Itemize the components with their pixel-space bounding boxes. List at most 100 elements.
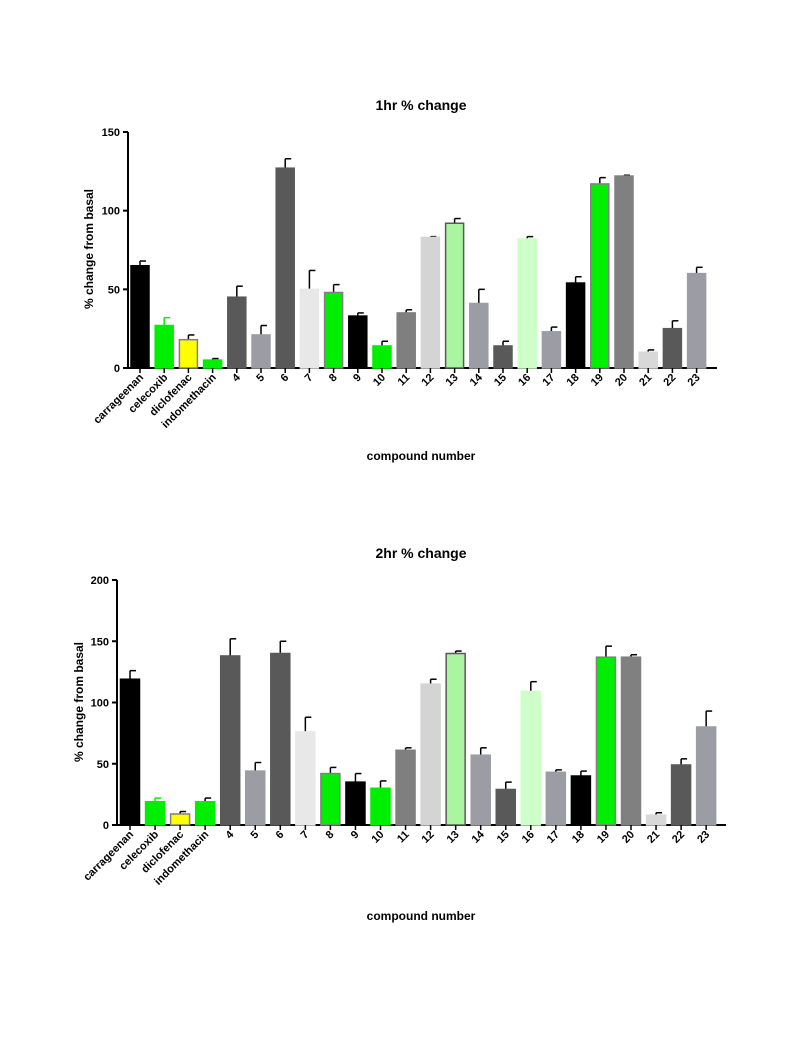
y-axis-label: % change from basal xyxy=(72,642,86,762)
x-tick-label: 8 xyxy=(327,372,340,385)
x-tick-label: 17 xyxy=(545,829,562,846)
x-tick-label: 4 xyxy=(224,828,237,841)
x-tick-label: 16 xyxy=(520,829,537,846)
bar-10 xyxy=(372,345,392,369)
x-tick-label: 17 xyxy=(540,372,557,389)
x-tick-label: 16 xyxy=(516,372,533,389)
bar-6 xyxy=(275,167,295,369)
y-tick-label: 150 xyxy=(102,127,120,139)
x-axis-label: compound number xyxy=(367,449,476,463)
y-tick-label: 0 xyxy=(103,820,109,832)
bar-indomethacin xyxy=(194,800,216,826)
bar-indomethacin xyxy=(202,359,223,369)
y-tick-label: 0 xyxy=(114,363,120,375)
bar-11 xyxy=(396,312,416,369)
bar-12 xyxy=(420,683,441,826)
y-tick-label: 200 xyxy=(91,575,109,587)
bar-5 xyxy=(245,770,266,826)
x-tick-label: 13 xyxy=(445,829,462,846)
x-tick-label: 13 xyxy=(444,372,461,389)
plot-area: 050100150200carrageenancelecoxibdiclofen… xyxy=(81,575,726,888)
chart-1hr-svg: 1hr % change compound number % change fr… xyxy=(82,97,717,463)
bar-16 xyxy=(517,238,537,369)
bar-4 xyxy=(219,655,241,826)
y-tick-label: 50 xyxy=(108,284,120,296)
x-tick-label: 22 xyxy=(661,372,678,389)
bar-19 xyxy=(595,656,617,826)
bar-20 xyxy=(614,175,634,369)
bar-diclofenac xyxy=(178,338,199,369)
x-tick-label: 15 xyxy=(492,372,509,389)
x-axis-label: compound number xyxy=(367,909,476,923)
bar-11 xyxy=(395,749,416,826)
x-tick-label: 18 xyxy=(565,372,582,389)
x-tick-label: 7 xyxy=(299,829,312,842)
bar-7 xyxy=(295,731,316,826)
bar-6 xyxy=(270,652,291,826)
x-tick-label: 18 xyxy=(570,829,587,846)
bar-celecoxib xyxy=(154,324,174,369)
plot-area: 050100150carrageenancelecoxibdiclofenaci… xyxy=(91,127,717,431)
y-tick-label: 50 xyxy=(97,759,109,771)
x-tick-label: 10 xyxy=(371,372,388,389)
bar-23 xyxy=(695,726,717,826)
x-tick-label: 12 xyxy=(419,372,436,389)
chart-2hr-svg: 2hr % change compound number % change fr… xyxy=(72,545,726,923)
bar-15 xyxy=(495,788,516,826)
x-tick-label: 6 xyxy=(279,372,292,385)
y-axis-label: % change from basal xyxy=(82,189,96,309)
bar-8 xyxy=(320,772,341,826)
x-tick-label: 21 xyxy=(645,829,662,846)
bar-21 xyxy=(645,814,667,826)
x-tick-label: 11 xyxy=(395,829,412,846)
x-tick-label: 23 xyxy=(686,372,703,389)
bar-12 xyxy=(420,236,441,369)
x-tick-label: 9 xyxy=(351,372,364,385)
x-tick-label: 12 xyxy=(420,829,437,846)
x-tick-label: 5 xyxy=(254,372,267,385)
bar-diclofenac xyxy=(169,813,191,826)
x-tick-label: 14 xyxy=(470,828,488,846)
x-tick-label: 5 xyxy=(249,829,262,842)
bar-14 xyxy=(470,754,491,826)
bar-18 xyxy=(570,775,592,826)
bar-22 xyxy=(662,327,683,369)
x-tick-label: 22 xyxy=(670,829,687,846)
bar-4 xyxy=(227,296,247,369)
chart-2hr: 2hr % change compound number % change fr… xyxy=(0,538,793,998)
x-tick-label: 14 xyxy=(468,371,486,389)
bar-8 xyxy=(323,291,344,369)
x-tick-label: 19 xyxy=(595,829,612,846)
bar-16 xyxy=(520,690,542,826)
bar-22 xyxy=(670,764,692,826)
bar-13 xyxy=(444,222,465,369)
x-tick-label: 21 xyxy=(637,372,654,389)
y-tick-label: 100 xyxy=(102,206,120,218)
x-tick-label: 20 xyxy=(620,829,637,846)
bar-20 xyxy=(620,656,642,826)
y-tick-label: 150 xyxy=(91,636,109,648)
bar-23 xyxy=(686,272,707,369)
bar-21 xyxy=(638,351,658,369)
bar-17 xyxy=(541,331,562,369)
x-tick-label: 20 xyxy=(613,372,630,389)
bar-17 xyxy=(545,771,567,826)
x-tick-label: 23 xyxy=(695,829,712,846)
chart-title: 1hr % change xyxy=(375,97,466,113)
bar-celecoxib xyxy=(144,800,166,826)
bar-14 xyxy=(469,302,489,369)
bar-5 xyxy=(251,334,271,369)
bar-10 xyxy=(370,787,391,826)
bar-19 xyxy=(590,183,610,369)
bar-9 xyxy=(345,781,366,826)
x-tick-label: 4 xyxy=(230,371,243,384)
bar-15 xyxy=(493,345,513,369)
bar-carrageenan xyxy=(119,678,141,826)
x-tick-label: 9 xyxy=(349,829,362,842)
x-tick-label: 6 xyxy=(274,829,287,842)
chart-1hr: 1hr % change compound number % change fr… xyxy=(0,90,793,550)
bar-18 xyxy=(565,282,586,369)
x-tick-label: 11 xyxy=(396,372,413,389)
x-tick-label: 7 xyxy=(303,372,316,385)
bar-13 xyxy=(445,652,466,826)
